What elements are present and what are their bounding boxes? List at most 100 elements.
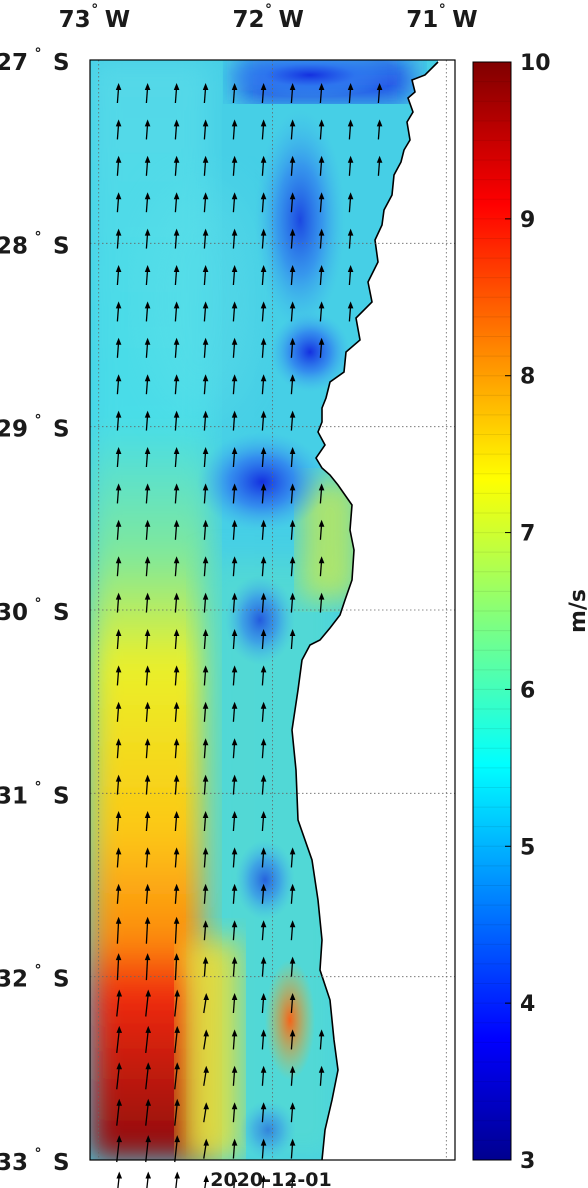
wind-arrow — [145, 1135, 152, 1163]
wind-arrow — [202, 447, 209, 468]
wind-arrow — [115, 83, 122, 104]
wind-arrow — [115, 301, 122, 322]
wind-arrow — [260, 738, 267, 759]
lon-label: 72 ° W — [232, 2, 303, 33]
colorbar-tick-label: 10 — [520, 51, 551, 76]
wind-arrow — [231, 83, 238, 104]
wind-arrow — [144, 337, 151, 358]
wind-arrow — [173, 301, 180, 322]
wind-arrow — [116, 1171, 123, 1188]
wind-arrow — [144, 847, 151, 868]
wind-arrow — [115, 337, 122, 358]
wind-arrow — [289, 1029, 296, 1050]
wind-arrow — [347, 301, 354, 322]
coastline — [291, 61, 439, 1161]
wind-arrow — [260, 410, 267, 431]
wind-arrow — [318, 155, 325, 176]
lat-label: 31 ° S — [0, 779, 70, 809]
wind-arrow — [289, 592, 296, 613]
wind-arrow — [173, 374, 180, 395]
wind-arrow — [115, 374, 122, 395]
wind-arrow — [376, 119, 383, 140]
svg-text:°: ° — [35, 963, 42, 979]
wind-arrow — [144, 629, 151, 650]
wind-arrow — [231, 993, 238, 1014]
svg-text:°: ° — [91, 2, 98, 18]
svg-text:°: ° — [35, 413, 42, 429]
wind-arrow — [173, 155, 180, 176]
wind-arrow — [173, 410, 180, 431]
wind-arrow — [173, 192, 180, 213]
colorbar-ticks: 10 9 8 7 6 5 4 3 — [505, 51, 551, 1174]
wind-arrow — [144, 665, 151, 686]
wind-arrow — [202, 119, 209, 140]
wind-arrow — [173, 447, 180, 468]
latitude-labels: 27 ° S 28 ° S 29 ° S 30 ° S 31 ° S 32 ° S 33 ° S — [0, 46, 70, 1176]
wind-arrow — [202, 738, 209, 759]
wind-arrow — [231, 556, 238, 577]
wind-arrow — [202, 155, 209, 176]
lat-label: 32 ° S — [0, 963, 70, 993]
wind-arrow — [231, 337, 238, 358]
wind-arrow — [115, 483, 122, 504]
wind-arrow — [231, 301, 238, 322]
wind-arrow — [115, 447, 122, 468]
wind-arrow — [318, 592, 325, 613]
wind-arrow — [173, 953, 180, 981]
lat-label: 30 ° S — [0, 596, 70, 626]
wind-arrow — [260, 155, 267, 176]
wind-arrow — [173, 665, 180, 686]
wind-arrow — [173, 337, 180, 358]
colorbar — [472, 61, 512, 1161]
wind-arrow — [347, 119, 354, 140]
svg-text:°: ° — [35, 229, 42, 245]
wind-arrow — [231, 410, 238, 431]
svg-text:30: 30 — [0, 600, 28, 626]
wind-arrow — [289, 337, 296, 358]
wind-arrow — [115, 228, 122, 249]
wind-arrow — [260, 374, 267, 395]
wind-arrow — [173, 556, 180, 577]
wind-arrow — [260, 1029, 267, 1050]
wind-arrow — [318, 556, 325, 577]
svg-text:28: 28 — [0, 233, 28, 259]
wind-arrow — [231, 1029, 238, 1050]
wind-arrow — [144, 556, 151, 577]
wind-arrow — [144, 374, 151, 395]
wind-arrow — [318, 337, 325, 358]
wind-arrow — [289, 1102, 296, 1123]
wind-arrow — [116, 1098, 123, 1126]
wind-arrow — [202, 956, 209, 977]
wind-arrow — [144, 701, 151, 722]
wind-arrow — [116, 1135, 123, 1163]
wind-arrow — [203, 1029, 210, 1050]
lon-label: 71 ° W — [406, 2, 477, 33]
wind-arrow — [318, 1029, 325, 1050]
wind-arrow — [289, 847, 296, 868]
wind-arrow — [203, 993, 210, 1014]
wind-arrow — [202, 629, 209, 650]
wind-arrow — [173, 916, 180, 944]
wind-arrow — [260, 701, 267, 722]
wind-arrow — [318, 265, 325, 286]
wind-arrow — [231, 738, 238, 759]
wind-arrow — [289, 920, 296, 941]
wind-arrow — [289, 483, 296, 504]
wind-arrow — [260, 301, 267, 322]
wind-arrow — [145, 989, 152, 1017]
wind-arrow — [289, 228, 296, 249]
svg-text:S: S — [53, 1150, 70, 1176]
wind-arrow — [202, 337, 209, 358]
wind-arrow — [260, 1065, 267, 1086]
wind-arrow — [202, 883, 209, 904]
wind-arrow — [144, 155, 151, 176]
wind-arrow — [174, 1171, 181, 1188]
wind-arrow — [115, 774, 122, 795]
wind-arrow — [231, 956, 238, 977]
wind-arrow — [231, 847, 238, 868]
wind-arrow — [289, 629, 296, 650]
wind-arrow — [174, 1062, 181, 1090]
svg-text:S: S — [53, 783, 70, 809]
wind-arrow — [318, 519, 325, 540]
